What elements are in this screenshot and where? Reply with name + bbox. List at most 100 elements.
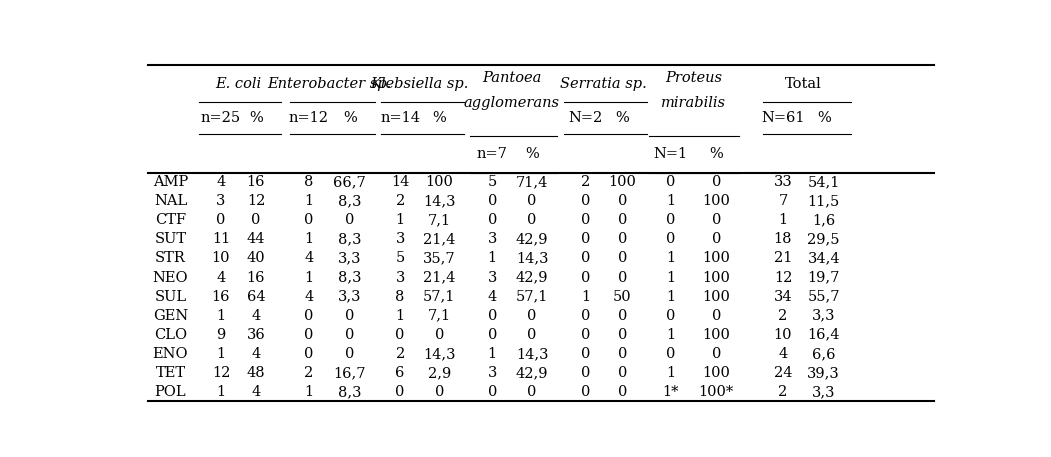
Text: SUL: SUL [154, 290, 186, 303]
Text: 0: 0 [395, 385, 405, 399]
Text: 4: 4 [488, 290, 497, 303]
Text: 1: 1 [488, 347, 497, 361]
Text: GEN: GEN [152, 308, 188, 323]
Text: 0: 0 [581, 308, 591, 323]
Text: 4: 4 [217, 175, 226, 189]
Text: %: % [343, 111, 356, 125]
Text: 100: 100 [702, 271, 730, 285]
Text: 0: 0 [217, 213, 226, 228]
Text: 21,4: 21,4 [424, 271, 455, 285]
Text: 0: 0 [581, 213, 591, 228]
Text: 2: 2 [779, 308, 787, 323]
Text: 0: 0 [618, 328, 627, 342]
Text: 21: 21 [774, 251, 792, 266]
Text: 16: 16 [247, 175, 265, 189]
Text: 5: 5 [488, 175, 497, 189]
Text: 66,7: 66,7 [333, 175, 366, 189]
Text: 1: 1 [581, 290, 591, 303]
Text: 1: 1 [666, 194, 675, 208]
Text: 0: 0 [304, 328, 313, 342]
Text: 0: 0 [304, 308, 313, 323]
Text: 11: 11 [212, 233, 230, 246]
Text: 0: 0 [581, 366, 591, 380]
Text: 4: 4 [217, 271, 226, 285]
Text: 2: 2 [581, 175, 591, 189]
Text: n=12: n=12 [289, 111, 329, 125]
Text: 0: 0 [581, 251, 591, 266]
Text: 29,5: 29,5 [807, 233, 840, 246]
Text: %: % [432, 111, 446, 125]
Text: 8: 8 [304, 175, 313, 189]
Text: 3: 3 [488, 271, 497, 285]
Text: STR: STR [156, 251, 186, 266]
Text: 4: 4 [305, 251, 313, 266]
Text: 0: 0 [581, 328, 591, 342]
Text: 0: 0 [618, 233, 627, 246]
Text: N=61: N=61 [761, 111, 805, 125]
Text: 1: 1 [395, 308, 405, 323]
Text: 5: 5 [395, 251, 405, 266]
Text: 0: 0 [712, 308, 721, 323]
Text: 1: 1 [779, 213, 787, 228]
Text: 9: 9 [217, 328, 226, 342]
Text: 1: 1 [305, 233, 313, 246]
Text: 71,4: 71,4 [516, 175, 549, 189]
Text: 0: 0 [488, 328, 497, 342]
Text: 1: 1 [217, 385, 226, 399]
Text: 1*: 1* [662, 385, 679, 399]
Text: 24: 24 [774, 366, 792, 380]
Text: 3: 3 [395, 271, 405, 285]
Text: 0: 0 [488, 308, 497, 323]
Text: 2: 2 [305, 366, 313, 380]
Text: Proteus: Proteus [665, 71, 722, 85]
Text: 40: 40 [247, 251, 265, 266]
Text: 2,9: 2,9 [428, 366, 451, 380]
Text: 1: 1 [666, 366, 675, 380]
Text: 1: 1 [666, 290, 675, 303]
Text: 0: 0 [618, 271, 627, 285]
Text: 8: 8 [395, 290, 405, 303]
Text: N=1: N=1 [654, 147, 687, 161]
Text: 33: 33 [774, 175, 792, 189]
Text: 1: 1 [305, 194, 313, 208]
Text: Total: Total [785, 77, 822, 90]
Text: 55,7: 55,7 [807, 290, 840, 303]
Text: E. coli: E. coli [215, 77, 261, 90]
Text: 8,3: 8,3 [338, 385, 362, 399]
Text: 100: 100 [702, 366, 730, 380]
Text: 2: 2 [779, 385, 787, 399]
Text: 2: 2 [395, 347, 405, 361]
Text: 42,9: 42,9 [516, 233, 549, 246]
Text: Serratia sp.: Serratia sp. [560, 77, 647, 90]
Text: %: % [817, 111, 830, 125]
Text: Enterobacter sp.: Enterobacter sp. [267, 77, 391, 90]
Text: %: % [616, 111, 630, 125]
Text: 34,4: 34,4 [807, 251, 840, 266]
Text: 16,4: 16,4 [807, 328, 840, 342]
Text: 35,7: 35,7 [423, 251, 455, 266]
Text: 1: 1 [666, 251, 675, 266]
Text: 3,3: 3,3 [338, 290, 362, 303]
Text: 10: 10 [774, 328, 792, 342]
Text: 0: 0 [666, 308, 676, 323]
Text: 16: 16 [247, 271, 265, 285]
Text: 57,1: 57,1 [516, 290, 549, 303]
Text: 1: 1 [395, 213, 405, 228]
Text: 1: 1 [666, 328, 675, 342]
Text: 100: 100 [702, 251, 730, 266]
Text: 1,6: 1,6 [812, 213, 836, 228]
Text: ENO: ENO [152, 347, 188, 361]
Text: 0: 0 [618, 251, 627, 266]
Text: 0: 0 [528, 308, 537, 323]
Text: 0: 0 [712, 233, 721, 246]
Text: 3: 3 [217, 194, 226, 208]
Text: 8,3: 8,3 [338, 271, 362, 285]
Text: 0: 0 [618, 385, 627, 399]
Text: 0: 0 [581, 271, 591, 285]
Text: 1: 1 [305, 271, 313, 285]
Text: 14,3: 14,3 [423, 347, 455, 361]
Text: 7,1: 7,1 [428, 213, 451, 228]
Text: 48: 48 [247, 366, 265, 380]
Text: 12: 12 [247, 194, 265, 208]
Text: 0: 0 [712, 213, 721, 228]
